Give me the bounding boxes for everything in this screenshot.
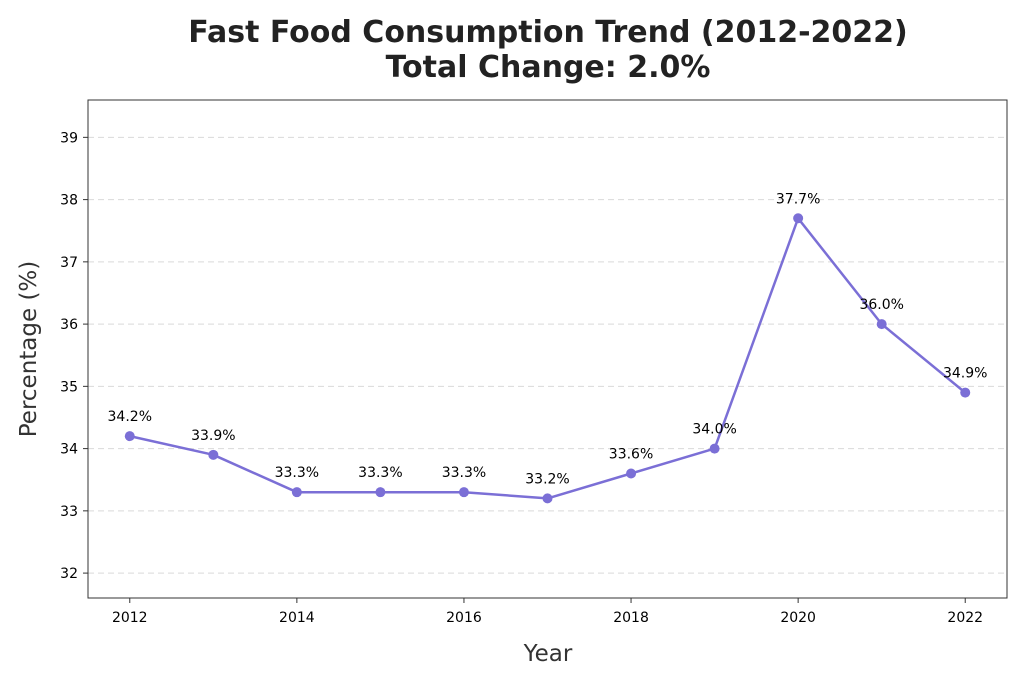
data-labels: 34.2% 33.9% 33.3% 33.3% 33.3% 33.2% 33.6% 34.0%… (108, 191, 988, 487)
data-point (876, 319, 887, 330)
data-label: 33.3% (358, 465, 402, 481)
data-point (291, 487, 302, 498)
grid-lines (88, 136, 1007, 574)
y-axis-ticks: 32 33 34 35 36 37 38 39 (60, 130, 88, 582)
x-tick-label: 2012 (112, 610, 148, 626)
x-tick-label: 2016 (446, 610, 482, 626)
data-point (626, 468, 637, 479)
data-point (709, 443, 720, 454)
data-label: 33.6% (609, 447, 653, 463)
series-layer (124, 213, 971, 504)
data-point (960, 387, 971, 398)
y-axis-label: Percentage (%) (16, 261, 42, 438)
data-label: 33.9% (191, 428, 235, 444)
data-point (208, 449, 219, 460)
data-point (793, 213, 804, 224)
data-point (542, 493, 553, 504)
chart-title: Fast Food Consumption Trend (2012-2022) (188, 15, 907, 50)
data-point (124, 431, 135, 442)
data-label: 34.2% (108, 409, 152, 425)
chart-subtitle: Total Change: 2.0% (386, 50, 711, 85)
y-tick-label: 35 (60, 379, 78, 395)
data-label: 33.3% (275, 465, 319, 481)
y-tick-label: 32 (60, 566, 78, 582)
x-tick-label: 2022 (947, 610, 983, 626)
y-tick-label: 39 (60, 130, 78, 146)
x-axis-ticks: 2012 2014 2016 2018 2020 2022 (112, 598, 983, 626)
data-label: 34.9% (943, 366, 987, 382)
y-tick-label: 34 (60, 442, 78, 458)
x-tick-label: 2020 (780, 610, 816, 626)
y-tick-label: 37 (60, 255, 78, 271)
data-label: 34.0% (692, 422, 736, 438)
data-label: 33.3% (442, 465, 486, 481)
data-label: 36.0% (859, 297, 903, 313)
y-tick-label: 33 (60, 504, 78, 520)
x-tick-label: 2018 (613, 610, 649, 626)
data-label: 37.7% (776, 191, 820, 207)
plot-area-frame (87, 99, 1008, 599)
x-axis-label: Year (523, 641, 573, 667)
data-point (458, 487, 469, 498)
x-tick-label: 2014 (279, 610, 315, 626)
series-line (129, 217, 966, 500)
data-point (375, 487, 386, 498)
data-label: 33.2% (525, 471, 569, 487)
y-tick-label: 36 (60, 317, 78, 333)
y-tick-label: 38 (60, 193, 78, 209)
